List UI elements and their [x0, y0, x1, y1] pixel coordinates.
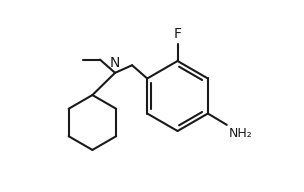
Text: N: N	[110, 56, 120, 70]
Text: F: F	[174, 27, 181, 41]
Text: NH₂: NH₂	[229, 127, 252, 140]
